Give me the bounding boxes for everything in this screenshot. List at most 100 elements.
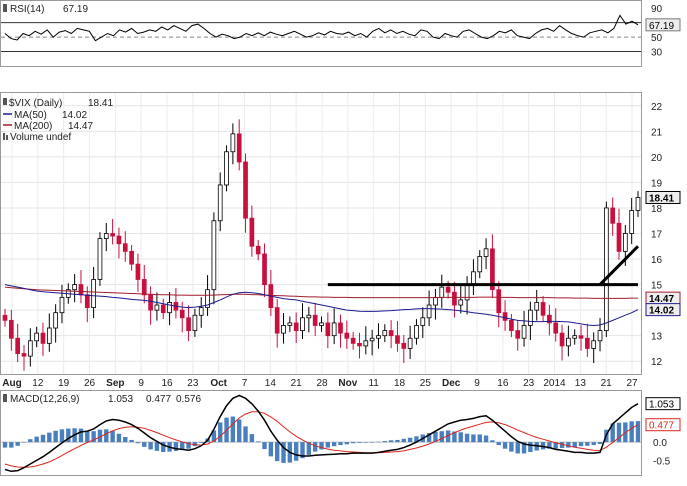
legend-ma200: MA(200) 14.47 bbox=[3, 121, 93, 132]
candle-body-down bbox=[116, 235, 122, 245]
candle-body-down bbox=[445, 286, 451, 293]
candle-body-down bbox=[350, 337, 356, 344]
x-tick-label: 13 bbox=[575, 378, 587, 389]
macd-hist-bar bbox=[471, 434, 476, 443]
x-tick-label: 19 bbox=[58, 378, 70, 389]
rsi-value-box-label: 67.19 bbox=[649, 21, 674, 32]
macd-signal-value: 0.477 bbox=[146, 394, 171, 405]
rsi-line bbox=[4, 14, 639, 42]
macd-hist-bar bbox=[161, 442, 166, 452]
candle bbox=[325, 312, 331, 349]
rsi-tick-label: 50 bbox=[651, 33, 663, 44]
price-tick-label: 20 bbox=[651, 153, 663, 164]
candle bbox=[129, 244, 134, 271]
annotation-line bbox=[598, 245, 640, 286]
rsi-value: 67.19 bbox=[63, 4, 88, 15]
candle bbox=[515, 320, 521, 351]
macd-hist-bar bbox=[243, 426, 248, 443]
candle-body-up bbox=[34, 332, 39, 342]
candle bbox=[148, 286, 153, 325]
candle-body-up bbox=[103, 233, 109, 240]
candle-body-up bbox=[97, 238, 103, 280]
candle-body-up bbox=[622, 233, 628, 252]
candle bbox=[616, 208, 622, 260]
candle-body-down bbox=[249, 217, 255, 247]
candle-body-down bbox=[255, 245, 261, 255]
macd-hist-bar bbox=[445, 430, 451, 443]
candle bbox=[540, 296, 546, 322]
candle-body-down bbox=[110, 233, 115, 237]
candle-body-up bbox=[91, 279, 96, 308]
macd-value-box: 1.053 bbox=[645, 397, 681, 411]
candle bbox=[300, 303, 305, 340]
macd-hist-bar bbox=[559, 442, 565, 448]
candle-body-down bbox=[338, 322, 343, 334]
macd-hist-bar bbox=[521, 442, 527, 454]
candle-body-up bbox=[439, 286, 445, 298]
macd-hist-bar bbox=[306, 442, 312, 455]
legend-volume-label: Volume undef bbox=[10, 132, 71, 143]
macd-hist-bar bbox=[477, 434, 482, 443]
macd-hist-bar bbox=[458, 432, 463, 443]
macd-value-box-label: 1.053 bbox=[649, 400, 674, 411]
candle bbox=[420, 307, 426, 338]
candle bbox=[376, 323, 381, 349]
price-tick-label: 16 bbox=[651, 255, 663, 266]
candle-body-down bbox=[8, 319, 14, 339]
candle-body-down bbox=[243, 161, 248, 219]
legend-vix: $VIX (Daily) 18.41 bbox=[3, 98, 113, 109]
macd-hist-bar bbox=[47, 432, 52, 443]
candle-body-up bbox=[471, 271, 476, 285]
macd-hist-bar bbox=[129, 439, 134, 443]
x-tick-label: 9 bbox=[474, 378, 480, 389]
candle bbox=[293, 312, 299, 344]
candle bbox=[319, 316, 324, 332]
legend-vix-value: 18.41 bbox=[88, 98, 113, 109]
candle-body-up bbox=[407, 337, 413, 349]
legend-ma200-label: MA(200) bbox=[14, 121, 52, 132]
candle bbox=[572, 329, 578, 345]
candle-body-down bbox=[401, 342, 407, 349]
macd-hist-bar bbox=[53, 430, 58, 443]
x-tick-label: 7 bbox=[242, 378, 248, 389]
macd-hist-bar bbox=[585, 442, 590, 446]
x-tick-label: 23 bbox=[523, 378, 535, 389]
candle-body-down bbox=[616, 222, 622, 252]
macd-hist-bar bbox=[325, 442, 331, 448]
macd-hist-bar bbox=[268, 442, 274, 457]
rsi-tick-label: 90 bbox=[651, 4, 663, 15]
candle-body-up bbox=[376, 335, 381, 339]
macd-hist-bar bbox=[21, 442, 27, 443]
candle-body-up bbox=[217, 184, 223, 222]
macd-hist-bar bbox=[414, 436, 419, 443]
candle-body-down bbox=[344, 332, 350, 339]
candle bbox=[34, 326, 39, 348]
candle-body-up bbox=[433, 296, 438, 306]
candle-body-up bbox=[167, 302, 172, 314]
candle-body-up bbox=[287, 322, 293, 326]
legend-ma50: MA(50) 14.02 bbox=[3, 110, 87, 121]
candle bbox=[97, 232, 103, 286]
candle bbox=[154, 292, 160, 321]
candle bbox=[306, 306, 312, 333]
candle-body-down bbox=[515, 330, 521, 339]
macd-hist-bar bbox=[616, 422, 622, 443]
candle bbox=[395, 321, 400, 352]
macd-line bbox=[4, 394, 639, 473]
candle bbox=[490, 234, 495, 299]
macd-hist-bar bbox=[635, 421, 641, 443]
candle bbox=[566, 325, 571, 357]
candle-body-down bbox=[160, 304, 166, 314]
candle bbox=[72, 274, 77, 303]
macd-hist-bar bbox=[401, 438, 406, 443]
legend-ma50-value: 14.02 bbox=[62, 110, 87, 121]
candle-body-down bbox=[186, 317, 191, 331]
candle-body-up bbox=[420, 317, 426, 326]
price-tick-label: 18 bbox=[651, 204, 663, 215]
candle bbox=[559, 324, 565, 361]
macd-hist-bar bbox=[350, 442, 356, 444]
candle-body-up bbox=[458, 299, 464, 306]
legend-ma50-label: MA(50) bbox=[14, 110, 47, 121]
candle-body-up bbox=[629, 210, 635, 234]
